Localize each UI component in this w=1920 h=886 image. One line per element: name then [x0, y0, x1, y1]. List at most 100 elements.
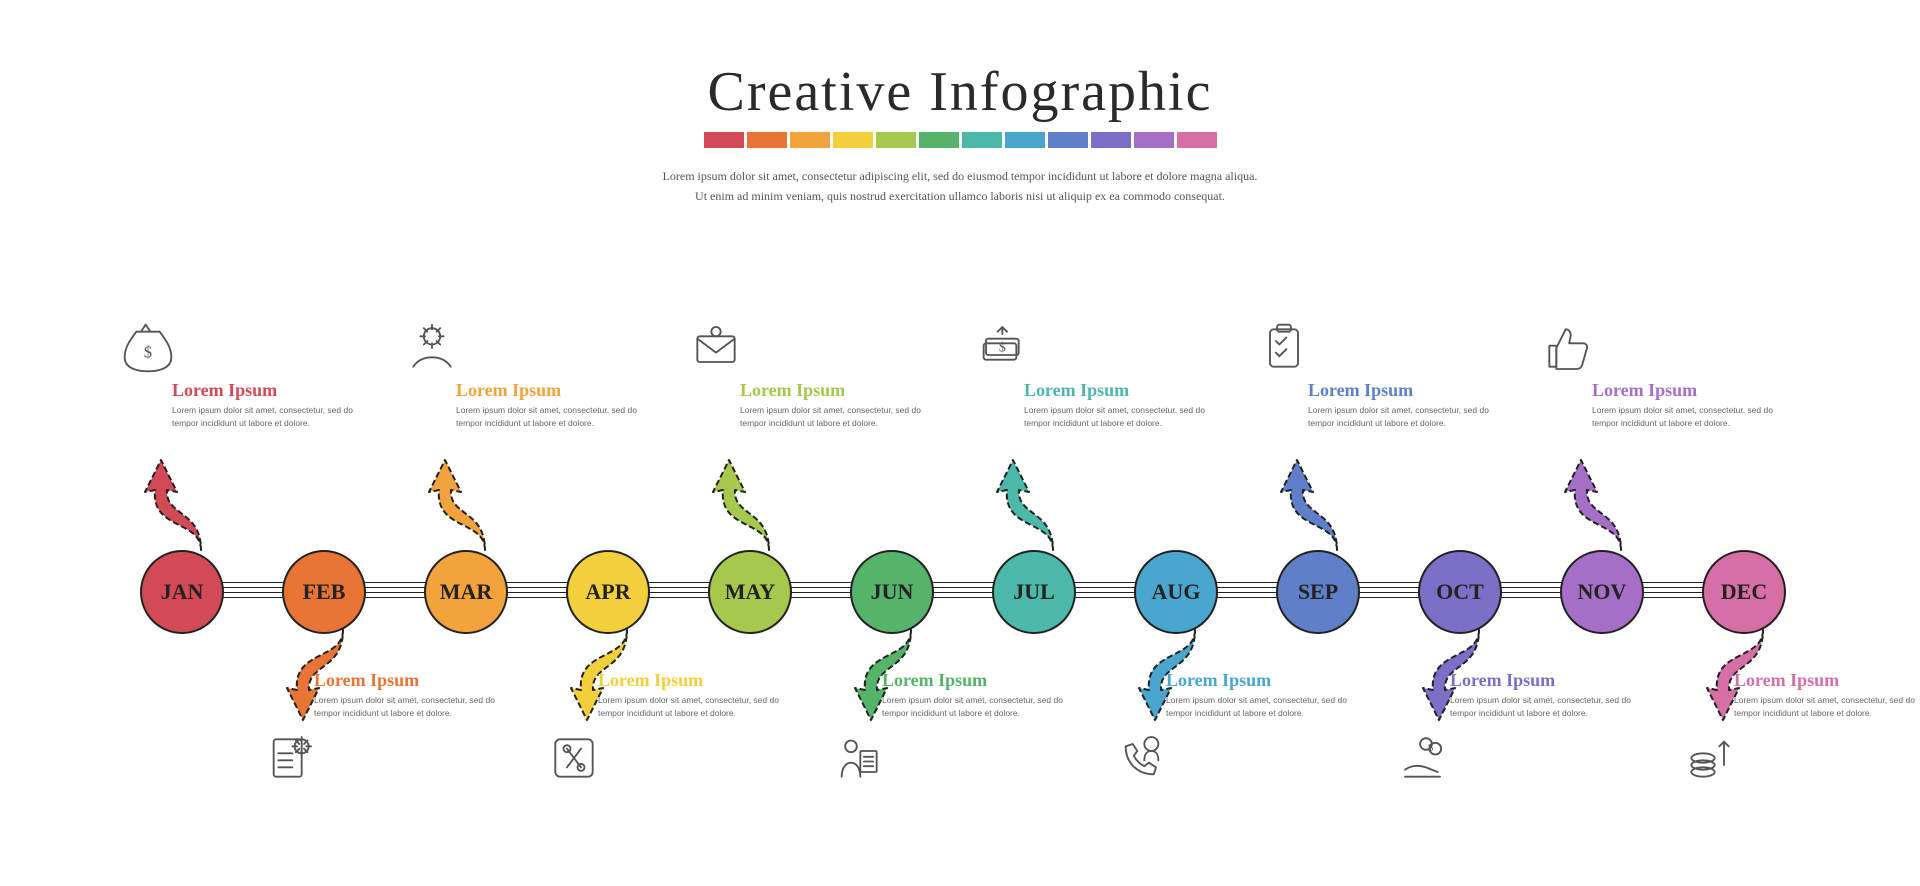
month-label: DEC — [1721, 579, 1767, 605]
axis-segment — [644, 582, 714, 598]
month-node-jul: JUL — [992, 550, 1076, 634]
month-label: JUL — [1013, 579, 1055, 605]
month-label: APR — [585, 579, 630, 605]
swatch-9 — [1091, 132, 1131, 148]
info-body: Lorem ipsum dolor sit amet, consectetur,… — [172, 404, 362, 430]
info-may: Lorem Ipsum Lorem ipsum dolor sit amet, c… — [740, 380, 930, 430]
money-bag-icon: $ — [120, 320, 176, 376]
month-label: AUG — [1152, 579, 1201, 605]
info-nov: Lorem Ipsum Lorem ipsum dolor sit amet, c… — [1592, 380, 1782, 430]
arrow-nov — [1556, 430, 1646, 560]
info-dec: Lorem Ipsum Lorem ipsum dolor sit amet, c… — [1734, 670, 1920, 720]
hand-coins-icon: $ — [1398, 730, 1454, 786]
month-label: SEP — [1298, 579, 1338, 605]
info-heading: Lorem Ipsum — [314, 670, 504, 691]
swatch-5 — [919, 132, 959, 148]
subtitle-line-2: Ut enim ad minim veniam, quis nostrud ex… — [0, 186, 1920, 206]
info-body: Lorem ipsum dolor sit amet, consectetur,… — [1308, 404, 1498, 430]
axis-segment — [1070, 582, 1140, 598]
info-heading: Lorem Ipsum — [598, 670, 788, 691]
info-heading: Lorem Ipsum — [1024, 380, 1214, 401]
month-node-sep: SEP — [1276, 550, 1360, 634]
axis-segment — [786, 582, 856, 598]
info-body: Lorem ipsum dolor sit amet, consectetur,… — [1592, 404, 1782, 430]
subtitle-line-1: Lorem ipsum dolor sit amet, consectetur … — [0, 166, 1920, 186]
info-heading: Lorem Ipsum — [456, 380, 646, 401]
checklist-icon — [1256, 320, 1312, 376]
info-body: Lorem ipsum dolor sit amet, consectetur,… — [740, 404, 930, 430]
axis-segment — [1496, 582, 1566, 598]
arrow-mar — [420, 430, 510, 560]
svg-text:$: $ — [144, 342, 152, 361]
axis-segment — [1212, 582, 1282, 598]
info-mar: Lorem Ipsum Lorem ipsum dolor sit amet, c… — [456, 380, 646, 430]
info-heading: Lorem Ipsum — [172, 380, 362, 401]
month-label: NOV — [1578, 579, 1627, 605]
swatch-1 — [747, 132, 787, 148]
arrow-jul — [988, 430, 1078, 560]
axis-segment — [1354, 582, 1424, 598]
envelope-icon — [688, 320, 744, 376]
person-doc-icon — [830, 730, 886, 786]
info-jun: Lorem Ipsum Lorem ipsum dolor sit amet, c… — [882, 670, 1072, 720]
info-body: Lorem ipsum dolor sit amet, consectetur,… — [882, 694, 1072, 720]
month-label: MAR — [440, 579, 493, 605]
axis-segment — [1638, 582, 1708, 598]
swatch-4 — [876, 132, 916, 148]
thumbs-up-icon — [1540, 320, 1596, 376]
swatch-6 — [962, 132, 1002, 148]
month-label: FEB — [303, 579, 346, 605]
swatch-11 — [1177, 132, 1217, 148]
swatch-0 — [704, 132, 744, 148]
tools-icon — [546, 730, 602, 786]
info-feb: Lorem Ipsum Lorem ipsum dolor sit amet, c… — [314, 670, 504, 720]
axis-segment — [928, 582, 998, 598]
info-body: Lorem ipsum dolor sit amet, consectetur,… — [314, 694, 504, 720]
info-oct: $Lorem IpsumLorem ipsum dolor sit amet, … — [1450, 670, 1640, 720]
info-body: Lorem ipsum dolor sit amet, consectetur,… — [1450, 694, 1640, 720]
month-label: JUN — [871, 579, 914, 605]
axis-segment — [218, 582, 288, 598]
swatch-10 — [1134, 132, 1174, 148]
info-aug: Lorem IpsumLorem ipsum dolor sit amet, c… — [1166, 670, 1356, 720]
info-heading: Lorem Ipsum — [740, 380, 930, 401]
month-label: JAN — [161, 579, 204, 605]
month-label: MAY — [725, 579, 776, 605]
swatch-8 — [1048, 132, 1088, 148]
arrow-jan — [136, 430, 226, 560]
svg-text:$: $ — [1428, 743, 1433, 754]
document-gear-icon — [262, 730, 318, 786]
cash-stack-icon: $ — [972, 320, 1028, 376]
svg-text:$: $ — [999, 341, 1006, 356]
hand-gear-icon — [404, 320, 460, 376]
info-body: Lorem ipsum dolor sit amet, consectetur,… — [1734, 694, 1920, 720]
info-jul: $Lorem IpsumLorem ipsum dolor sit amet, … — [1024, 380, 1214, 430]
axis-segment — [502, 582, 572, 598]
month-node-nov: NOV — [1560, 550, 1644, 634]
info-heading: Lorem Ipsum — [1734, 670, 1920, 691]
month-label: OCT — [1436, 579, 1484, 605]
header: Creative Infographic Lorem ipsum dolor s… — [0, 0, 1920, 207]
subtitle: Lorem ipsum dolor sit amet, consectetur … — [0, 166, 1920, 207]
page-title: Creative Infographic — [0, 60, 1920, 124]
month-node-jan: JAN — [140, 550, 224, 634]
swatch-3 — [833, 132, 873, 148]
info-heading: Lorem Ipsum — [1592, 380, 1782, 401]
arrow-may — [704, 430, 794, 560]
swatch-2 — [790, 132, 830, 148]
info-jan: $Lorem IpsumLorem ipsum dolor sit amet, … — [172, 380, 362, 430]
info-body: Lorem ipsum dolor sit amet, consectetur,… — [598, 694, 788, 720]
coins-up-icon — [1682, 730, 1738, 786]
info-sep: Lorem Ipsum Lorem ipsum dolor sit amet, c… — [1308, 380, 1498, 430]
info-heading: Lorem Ipsum — [1166, 670, 1356, 691]
info-heading: Lorem Ipsum — [1308, 380, 1498, 401]
timeline: JAN$Lorem IpsumLorem ipsum dolor sit ame… — [0, 420, 1920, 780]
info-body: Lorem ipsum dolor sit amet, consectetur,… — [456, 404, 646, 430]
info-heading: Lorem Ipsum — [1450, 670, 1640, 691]
swatch-7 — [1005, 132, 1045, 148]
info-apr: Lorem Ipsum Lorem ipsum dolor sit amet, c… — [598, 670, 788, 720]
info-heading: Lorem Ipsum — [882, 670, 1072, 691]
phone-person-icon — [1114, 730, 1170, 786]
month-node-may: MAY — [708, 550, 792, 634]
month-node-mar: MAR — [424, 550, 508, 634]
